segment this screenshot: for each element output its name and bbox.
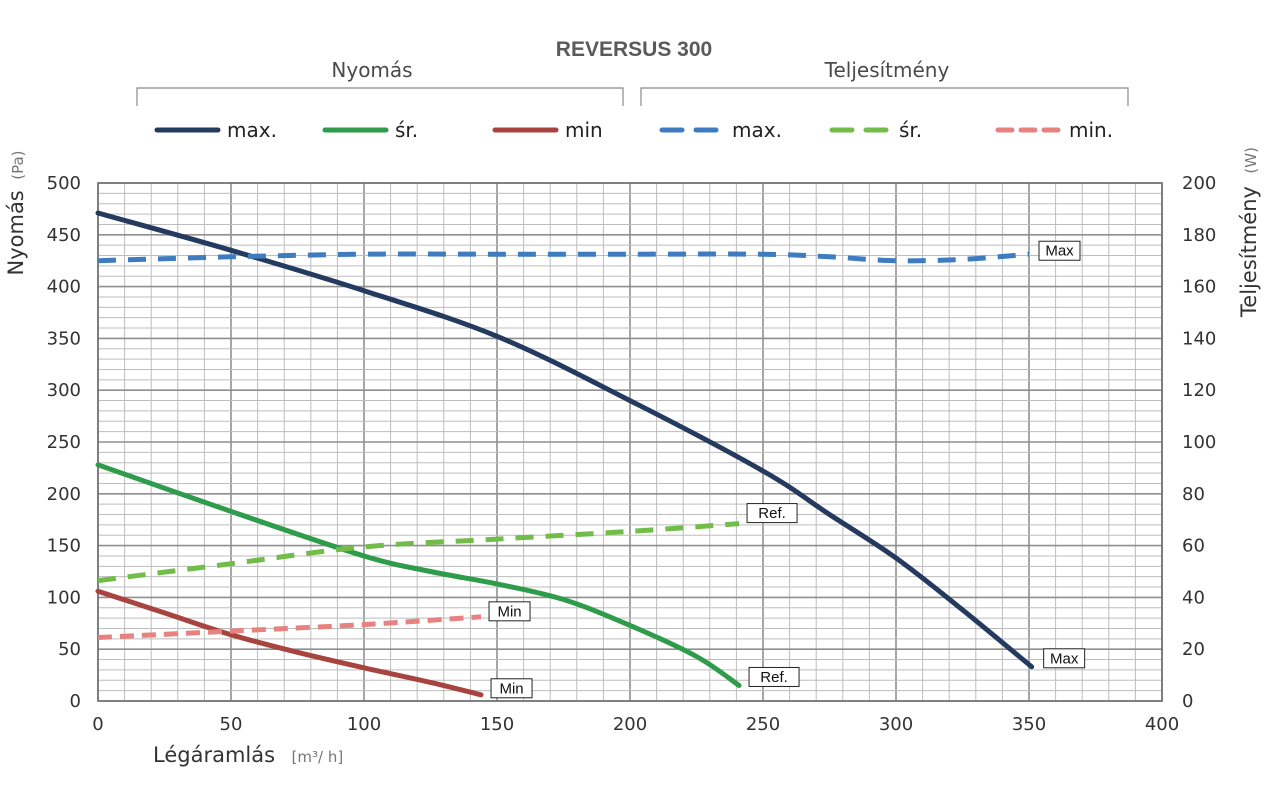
x-axis-title-text: Légáramlás	[153, 743, 275, 767]
legend-group-power: Teljesítmény	[824, 58, 950, 82]
end-label-text: Min	[499, 680, 523, 697]
legend-label-pressure-avg: śr.	[395, 118, 418, 142]
y-left-tick-label: 200	[47, 484, 81, 505]
y-right-tick-label: 120	[1182, 380, 1216, 401]
y-left-axis-title: Nyomás (Pa)	[4, 151, 28, 276]
end-label-power-min: Min	[488, 601, 531, 622]
end-label-box	[488, 601, 531, 622]
x-tick-label: 100	[347, 714, 381, 735]
y-left-axis-ticks: 0 50 100 150 200 250 300 350 400 450 500	[47, 173, 81, 712]
x-axis-ticks: 0 50 100 150 200 250 300 350 400	[92, 714, 1179, 735]
legend-group-power-bracket	[640, 87, 1129, 106]
end-label-box	[748, 666, 800, 687]
y-left-tick-label: 350	[47, 328, 81, 349]
y-right-tick-label: 40	[1182, 587, 1205, 608]
y-right-tick-label: 160	[1182, 277, 1216, 298]
x-tick-label: 150	[480, 714, 514, 735]
end-label-text: Min	[497, 603, 521, 620]
legend-item-pressure-min: min	[492, 118, 603, 142]
end-label-box	[746, 503, 798, 524]
series-line-pressure-max	[95, 210, 1035, 670]
x-tick-label: 0	[92, 714, 103, 735]
series-line-pressure-min	[95, 588, 484, 698]
end-label-text: Ref.	[758, 505, 786, 522]
chart-title: REVERSUS 300	[556, 38, 712, 61]
y-left-tick-label: 450	[47, 225, 81, 246]
end-label-box	[1038, 240, 1081, 261]
legend-group-pressure: Nyomás	[331, 58, 412, 82]
y-left-tick-label: 400	[47, 277, 81, 298]
end-label-box	[490, 678, 533, 699]
y-right-axis-title-text: Teljesítmény	[1237, 186, 1261, 318]
y-right-axis-ticks: 0 20 40 60 80 100 120 140 160 180 200	[1182, 173, 1216, 712]
legend-label-power-max: max.	[732, 118, 782, 142]
end-label-power-max: Max	[1038, 240, 1081, 261]
y-right-tick-label: 200	[1182, 173, 1216, 194]
end-label-text: Max	[1050, 650, 1079, 667]
y-right-tick-label: 100	[1182, 432, 1216, 453]
series-line-power-min	[97, 614, 482, 640]
end-label-text: Max	[1045, 243, 1074, 260]
legend: max. śr. min max. śr. min.	[154, 118, 1113, 142]
x-tick-label: 400	[1145, 714, 1179, 735]
x-tick-label: 250	[746, 714, 780, 735]
y-left-tick-label: 250	[47, 432, 81, 453]
y-left-axis-title-text: Nyomás	[4, 190, 28, 275]
end-label-pressure-avg: Ref.	[748, 666, 800, 687]
end-labels: Max Ref. Min Max Ref. Min	[488, 240, 1086, 699]
x-tick-label: 50	[220, 714, 243, 735]
y-right-axis-title: Teljesítmény (W)	[1237, 147, 1261, 318]
legend-item-power-avg: śr.	[829, 118, 922, 142]
legend-label-power-avg: śr.	[899, 118, 922, 142]
series-line-pressure-avg	[95, 462, 742, 688]
y-right-tick-label: 80	[1182, 484, 1205, 505]
y-right-tick-label: 0	[1182, 691, 1193, 712]
y-right-tick-label: 60	[1182, 536, 1205, 557]
y-right-tick-label: 180	[1182, 225, 1216, 246]
y-left-tick-label: 100	[47, 587, 81, 608]
y-left-tick-label: 50	[58, 639, 81, 660]
x-tick-label: 200	[613, 714, 647, 735]
x-tick-label: 300	[879, 714, 913, 735]
legend-item-pressure-avg: śr.	[322, 118, 418, 142]
legend-item-power-min: min.	[995, 118, 1113, 142]
legend-item-pressure-max: max.	[154, 118, 277, 142]
y-left-tick-label: 150	[47, 536, 81, 557]
legend-item-power-max: max.	[659, 118, 782, 142]
plot-border	[97, 182, 1163, 702]
x-axis-title: Légáramlás [m³/ h]	[153, 743, 343, 767]
series-line-power-max	[97, 251, 1030, 264]
end-label-pressure-min: Min	[490, 678, 533, 699]
end-label-box	[1043, 648, 1086, 669]
plot-grid	[97, 182, 1163, 702]
y-left-axis-unit: (Pa)	[9, 151, 27, 180]
y-left-tick-label: 300	[47, 380, 81, 401]
y-right-axis-unit: (W)	[1242, 147, 1260, 174]
legend-label-pressure-min: min	[565, 118, 603, 142]
legend-label-pressure-max: max.	[227, 118, 277, 142]
x-tick-label: 350	[1012, 714, 1046, 735]
y-left-tick-label: 0	[70, 691, 81, 712]
legend-label-power-min: min.	[1069, 118, 1113, 142]
legend-group-pressure-bracket	[136, 87, 624, 106]
series-line-power-avg	[97, 521, 740, 584]
y-right-tick-label: 140	[1182, 328, 1216, 349]
end-label-text: Ref.	[760, 669, 788, 686]
end-label-pressure-max: Max	[1043, 648, 1086, 669]
x-axis-unit: [m³/ h]	[292, 748, 344, 766]
y-right-tick-label: 20	[1182, 639, 1205, 660]
y-left-tick-label: 500	[47, 173, 81, 194]
series-layer	[95, 210, 1035, 698]
end-label-power-avg: Ref.	[746, 503, 798, 524]
